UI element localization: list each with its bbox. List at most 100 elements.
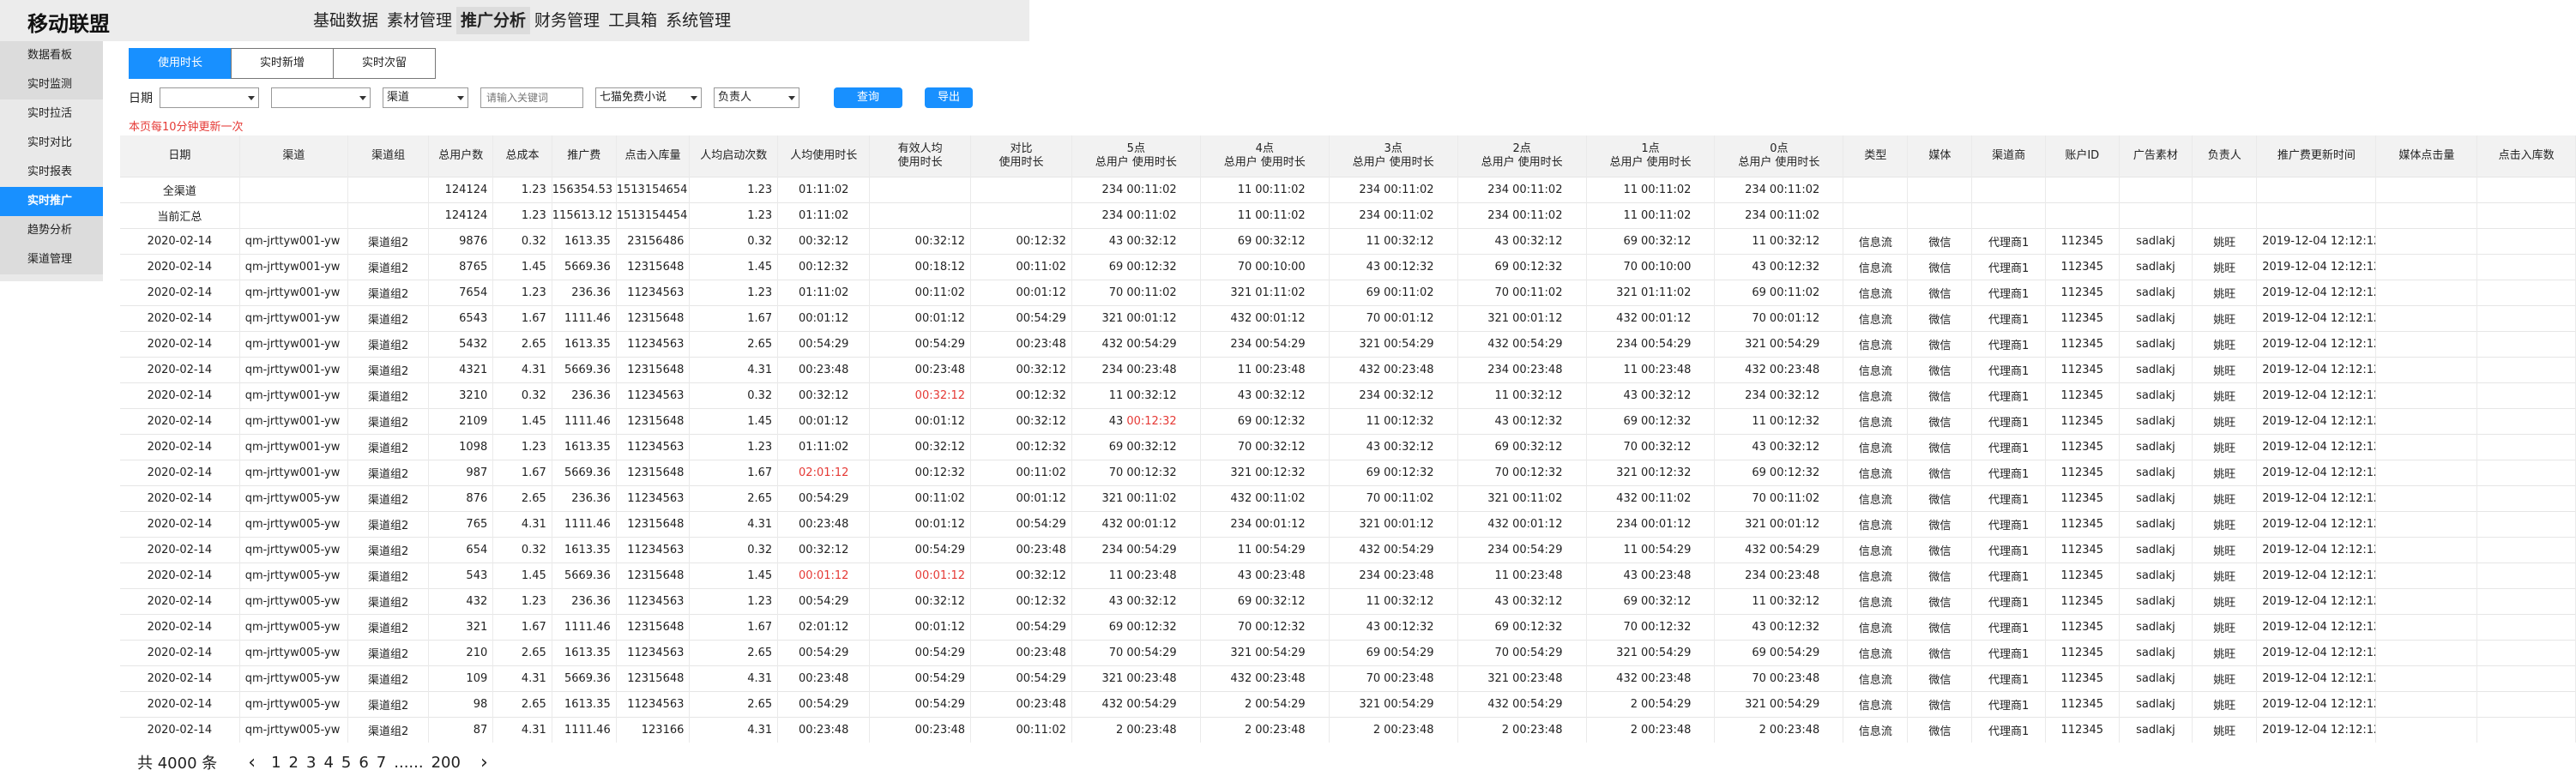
header-valid-avg-duration: 有效人均 使用时长 <box>869 135 972 177</box>
hour-users: 432 <box>1101 517 1124 531</box>
cell-click-storage-count <box>2476 639 2576 665</box>
cell-media: 微信 <box>1907 407 1973 434</box>
chevron-right-icon[interactable]: › <box>480 751 488 773</box>
hour-pair: 11 00:23:48 <box>1458 569 1585 582</box>
cell-click-storage-count <box>2476 407 2576 434</box>
export-button[interactable]: 导出 <box>925 87 973 108</box>
sidebar-item-trend[interactable]: 趋势分析 <box>0 216 103 245</box>
total-count: 共 4000 条 <box>137 755 218 773</box>
date-end-select[interactable] <box>271 87 371 108</box>
table-row: 2020-02-14 qm-jrttyw005-yw 渠道组2 654 0.32 1613… <box>120 536 2576 562</box>
tab-realtime-new[interactable]: 实时新增 <box>231 48 334 79</box>
cell-total-users: 7654 <box>428 279 494 305</box>
cell-hour-0: 43 00:12:32 <box>1714 613 1844 640</box>
hour-duration: 00:11:02 <box>1512 491 1563 505</box>
cell-hour-3: 234 00:32:12 <box>1329 382 1458 408</box>
page-7[interactable]: 7 <box>376 753 387 772</box>
cell-avg-launch: 4.31 <box>689 356 779 382</box>
cell-hour-0: 69 00:54:29 <box>1714 639 1844 665</box>
cell-date: 2020-02-14 <box>120 562 240 588</box>
hour-users: 69 <box>1237 234 1252 248</box>
cell-agent: 代理商1 <box>1971 690 2046 717</box>
sidebar: 数据看板 实时监测 实时拉活 实时对比 实时报表 实时推广 趋势分析 渠道管理 <box>0 41 103 281</box>
cell-hour-4: 11 00:11:02 <box>1200 202 1330 228</box>
sidebar-item-dashboard[interactable]: 数据看板 <box>0 41 103 70</box>
cell-channel: qm-jrttyw001-yw <box>239 356 349 382</box>
cell-hour-2: 11 00:32:12 <box>1457 382 1587 408</box>
hour-duration: 00:12:32 <box>1769 414 1820 428</box>
cell-compare-duration: 00:54:29 <box>970 510 1072 537</box>
nav-material[interactable]: 素材管理 <box>387 11 453 30</box>
page-6[interactable]: 6 <box>359 753 369 772</box>
hour-duration: 00:23:48 <box>1255 363 1306 376</box>
keyword-input[interactable] <box>480 87 583 108</box>
cell-media-clicks <box>2375 279 2478 305</box>
cell-hour-4: 43 00:23:48 <box>1200 562 1330 588</box>
channel-select[interactable]: 渠道 <box>383 87 468 108</box>
cell-click-storage-count <box>2476 356 2576 382</box>
page-200[interactable]: 200 <box>431 753 461 772</box>
hour-pair: 69 00:32:12 <box>1072 441 1199 454</box>
chevron-left-icon[interactable]: ‹ <box>248 751 256 773</box>
hour-users: 321 <box>1616 646 1638 659</box>
sidebar-item-channel-manage[interactable]: 渠道管理 <box>0 245 103 274</box>
cell-owner: 姚旺 <box>2192 639 2258 665</box>
cell-channel-group: 渠道组2 <box>347 459 430 485</box>
sidebar-item-compare[interactable]: 实时对比 <box>27 136 73 149</box>
hour-duration: 00:32:12 <box>1769 440 1820 454</box>
page-5[interactable]: 5 <box>341 753 352 772</box>
hour-users: 321 <box>1359 337 1381 351</box>
cell-compare-duration <box>970 176 1072 202</box>
cell-media: 微信 <box>1907 459 1973 485</box>
cell-hour-5: 70 00:12:32 <box>1071 459 1201 485</box>
sidebar-item-monitor[interactable]: 实时监测 <box>0 70 103 99</box>
nav-toolbox[interactable]: 工具箱 <box>608 11 658 30</box>
cell-channel-group: 渠道组2 <box>347 536 430 562</box>
cell-channel: qm-jrttyw001-yw <box>239 433 349 460</box>
table-row: 2020-02-14 qm-jrttyw001-yw 渠道组2 9876 0.32 161… <box>120 227 2576 254</box>
cell-valid-avg-duration: 00:18:12 <box>869 253 972 280</box>
cell-fee-update-time: 2019-12-04 12:12:12 <box>2256 690 2377 717</box>
sidebar-item-promotion[interactable]: 实时推广 <box>0 187 103 216</box>
cell-click-storage-count <box>2476 304 2576 331</box>
query-button[interactable]: 查询 <box>834 87 902 108</box>
header-hour-0: 0点 总用户 使用时长 <box>1714 135 1844 177</box>
cell-click-storage-count <box>2476 562 2576 588</box>
hour-pair: 11 00:11:02 <box>1201 209 1328 222</box>
owner-select[interactable]: 负责人 <box>714 87 799 108</box>
page-3[interactable]: 3 <box>305 753 317 772</box>
page-1[interactable]: 1 <box>271 753 281 772</box>
nav-finance[interactable]: 财务管理 <box>534 11 600 30</box>
cell-valid-avg-duration: 00:23:48 <box>869 356 972 382</box>
cell-promo-fee: 156354.53 <box>552 176 617 202</box>
cell-agent: 代理商1 <box>1971 587 2046 614</box>
hour-duration: 00:12:32 <box>1769 260 1820 274</box>
table-row: 2020-02-14 qm-jrttyw001-yw 渠道组2 7654 1.23 236… <box>120 279 2576 305</box>
cell-channel: qm-jrttyw005-yw <box>239 690 349 717</box>
cell-promo-fee: 115613.12 <box>552 202 617 228</box>
tab-usage-duration[interactable]: 使用时长 <box>129 48 232 79</box>
sidebar-item-reactivation[interactable]: 实时拉活 <box>27 107 73 120</box>
cell-hour-5: 321 00:23:48 <box>1071 665 1201 691</box>
cell-fee-update-time: 2019-12-04 12:12:12 <box>2256 613 2377 640</box>
page-2[interactable]: 2 <box>288 753 299 772</box>
cell-account-id: 112345 <box>2045 690 2120 717</box>
cell-owner <box>2192 202 2258 228</box>
app-select[interactable]: 七猫免费小说 <box>595 87 702 108</box>
cell-type: 信息流 <box>1843 304 1909 331</box>
nav-system[interactable]: 系统管理 <box>666 11 732 30</box>
cell-hour-0: 321 00:54:29 <box>1714 330 1844 357</box>
nav-promotion-analysis[interactable]: 推广分析 <box>456 7 531 34</box>
sidebar-item-report[interactable]: 实时报表 <box>27 165 73 178</box>
page-4[interactable]: 4 <box>323 753 334 772</box>
hour-users: 234 <box>1359 568 1381 582</box>
cell-compare-duration: 00:54:29 <box>970 665 1072 691</box>
hour-duration: 00:23:48 <box>1641 723 1692 737</box>
hour-pair: 234 00:54:29 <box>1587 338 1714 351</box>
tab-realtime-retention[interactable]: 实时次留 <box>333 48 436 79</box>
cell-channel-group: 渠道组2 <box>347 716 430 743</box>
date-start-select[interactable] <box>160 87 259 108</box>
nav-basic-data[interactable]: 基础数据 <box>313 11 379 30</box>
hour-users: 70 <box>1366 671 1381 685</box>
header-hour-label: 1点 <box>1641 141 1660 155</box>
